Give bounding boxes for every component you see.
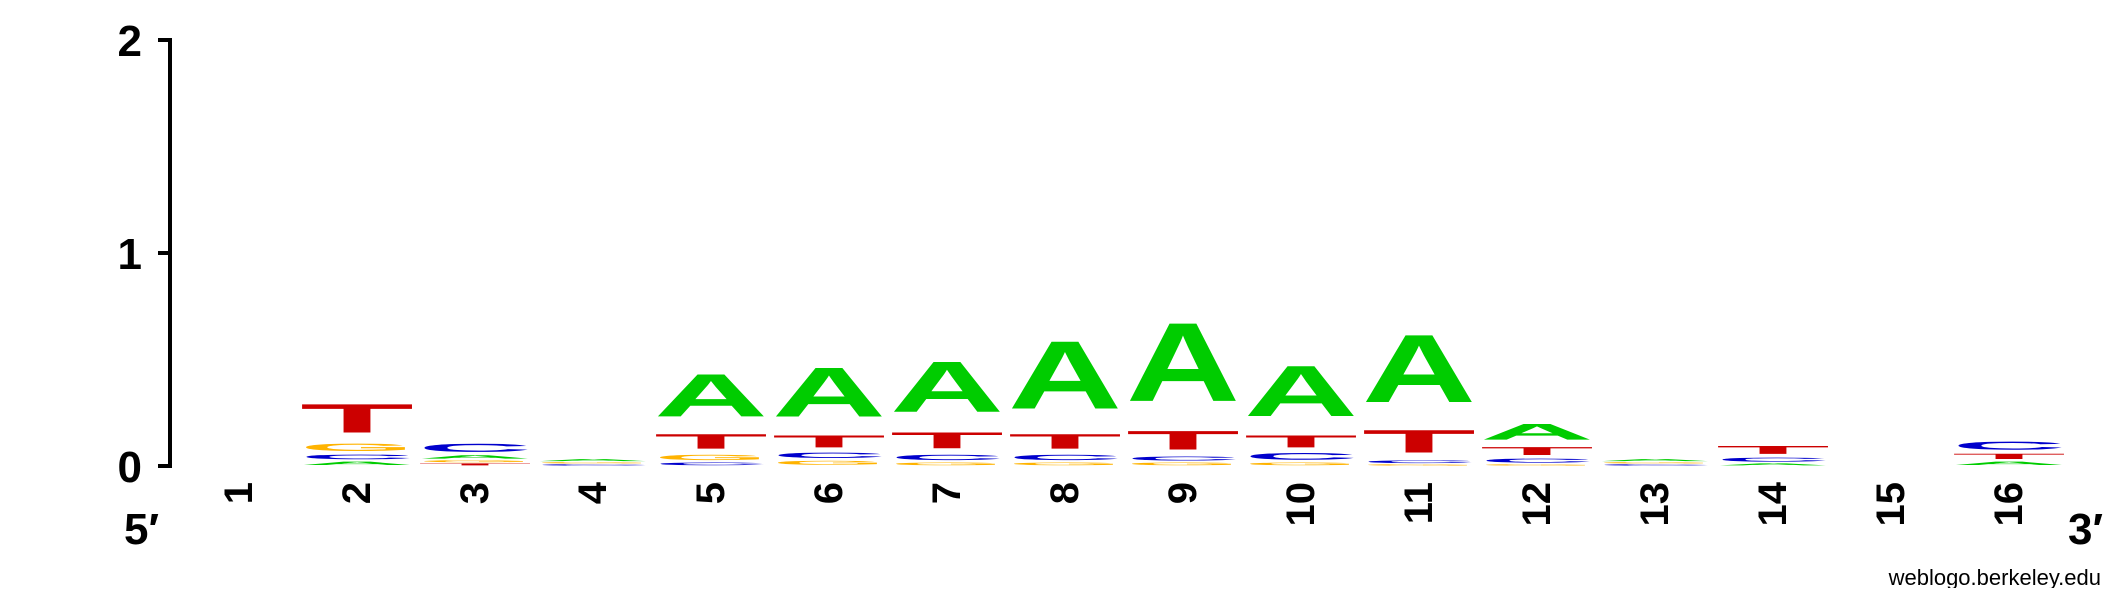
y-axis: 2 1 0 <box>118 17 172 492</box>
logo-letter-A-pos-9: A <box>1126 300 1240 425</box>
x-tick-label: 11 <box>1397 482 1441 524</box>
logo-letter-G-pos-13: G <box>1598 462 1712 464</box>
logo-letter-G-pos-12: G <box>1480 464 1594 466</box>
logo-letter-T-pos-2: T <box>300 396 414 442</box>
logo-letter-C-pos-11: C <box>1362 460 1476 464</box>
x-tick-label: 1 <box>217 482 261 504</box>
logo-letter-C-pos-6: C <box>772 451 886 460</box>
logo-letter-C-pos-13: C <box>1598 464 1712 466</box>
logo-letter-C-pos-8: C <box>1008 453 1122 462</box>
logo-letter-T-pos-14: T <box>1716 444 1830 457</box>
x-axis-labels: 1 2 3 4 5 6 7 8 9 10 11 12 13 14 15 16 <box>217 481 2031 526</box>
x-tick-label: 8 <box>1043 482 1087 504</box>
logo-letter-C-pos-10: C <box>1244 451 1358 462</box>
x-tick-label: 5 <box>689 482 733 504</box>
x-tick-label: 9 <box>1161 482 1205 504</box>
three-prime-label: 3′ <box>2068 505 2103 554</box>
credit-text: weblogo.berkeley.edu <box>1888 565 2101 588</box>
logo-letter-C-pos-9: C <box>1126 455 1240 461</box>
logo-letter-A-pos-5: A <box>654 362 768 430</box>
logo-letter-G-pos-9: G <box>1126 462 1240 466</box>
logo-letter-C-pos-7: C <box>890 453 1004 462</box>
logo-stacks: ACGTTGACCGACGTAGCTAGCTAGCTAGCTAGCTAGCTAG… <box>300 300 2066 466</box>
logo-letter-T-pos-12: T <box>1480 445 1594 458</box>
x-tick-label: 14 <box>1751 481 1795 526</box>
logo-letter-C-pos-14: C <box>1716 456 1830 462</box>
logo-letter-C-pos-12: C <box>1480 457 1594 463</box>
x-tick-label: 10 <box>1279 482 1323 527</box>
logo-letter-T-pos-3: T <box>418 463 532 466</box>
x-tick-label: 16 <box>1987 482 2031 527</box>
logo-letter-A-pos-12: A <box>1480 419 1594 444</box>
logo-letter-C-pos-3: C <box>418 441 532 454</box>
logo-letter-T-pos-7: T <box>890 428 1004 453</box>
logo-letter-G-pos-3: G <box>418 460 532 463</box>
x-tick-label: 15 <box>1869 482 1913 527</box>
x-tick-label: 13 <box>1633 482 1677 527</box>
logo-letter-A-pos-6: A <box>772 353 886 432</box>
logo-letter-T-pos-9: T <box>1126 426 1240 456</box>
logo-letter-A-pos-11: A <box>1362 314 1476 423</box>
x-tick-label: 12 <box>1515 482 1559 527</box>
logo-letter-A-pos-2: A <box>300 461 414 466</box>
logo-letter-A-pos-13: A <box>1598 459 1712 462</box>
logo-letter-G-pos-5: G <box>654 453 768 462</box>
logo-letter-T-pos-10: T <box>1244 432 1358 451</box>
logo-letter-G-pos-4: G <box>536 462 650 464</box>
logo-letter-T-pos-16: T <box>1952 452 2066 461</box>
logo-letter-A-pos-4: A <box>536 459 650 462</box>
logo-letter-T-pos-8: T <box>1008 430 1122 453</box>
logo-letter-T-pos-11: T <box>1362 424 1476 460</box>
logo-letter-C-pos-16: C <box>1952 439 2066 452</box>
logo-letter-C-pos-4: C <box>536 464 650 466</box>
x-tick-label: 6 <box>807 482 851 504</box>
y-tick-label-2: 2 <box>118 17 142 66</box>
logo-letter-T-pos-6: T <box>772 432 886 451</box>
logo-letter-A-pos-16: A <box>1952 461 2066 466</box>
logo-letter-A-pos-8: A <box>1008 320 1122 429</box>
logo-letter-A-pos-3: A <box>418 454 532 459</box>
logo-letter-A-pos-14: A <box>1716 463 1830 466</box>
y-tick-label-1: 1 <box>118 230 142 279</box>
logo-letter-T-pos-5: T <box>654 430 768 453</box>
five-prime-label: 5′ <box>124 505 159 554</box>
logo-letter-G-pos-11: G <box>1362 464 1476 466</box>
logo-letter-G-pos-6: G <box>772 460 886 466</box>
logo-letter-G-pos-8: G <box>1008 462 1122 466</box>
logo-letter-G-pos-2: G <box>300 442 414 454</box>
x-tick-label: 7 <box>925 482 969 504</box>
y-tick-label-0: 0 <box>118 443 142 492</box>
logo-letter-G-pos-10: G <box>1244 462 1358 466</box>
logo-letter-C-pos-5: C <box>654 462 768 466</box>
x-tick-label: 2 <box>335 482 379 504</box>
logo-letter-A-pos-7: A <box>890 347 1004 428</box>
logo-letter-C-pos-2: C <box>300 453 414 460</box>
x-tick-label: 4 <box>571 481 615 504</box>
x-tick-label: 3 <box>453 482 497 504</box>
logo-letter-G-pos-7: G <box>890 462 1004 466</box>
logo-letter-A-pos-10: A <box>1244 351 1358 432</box>
